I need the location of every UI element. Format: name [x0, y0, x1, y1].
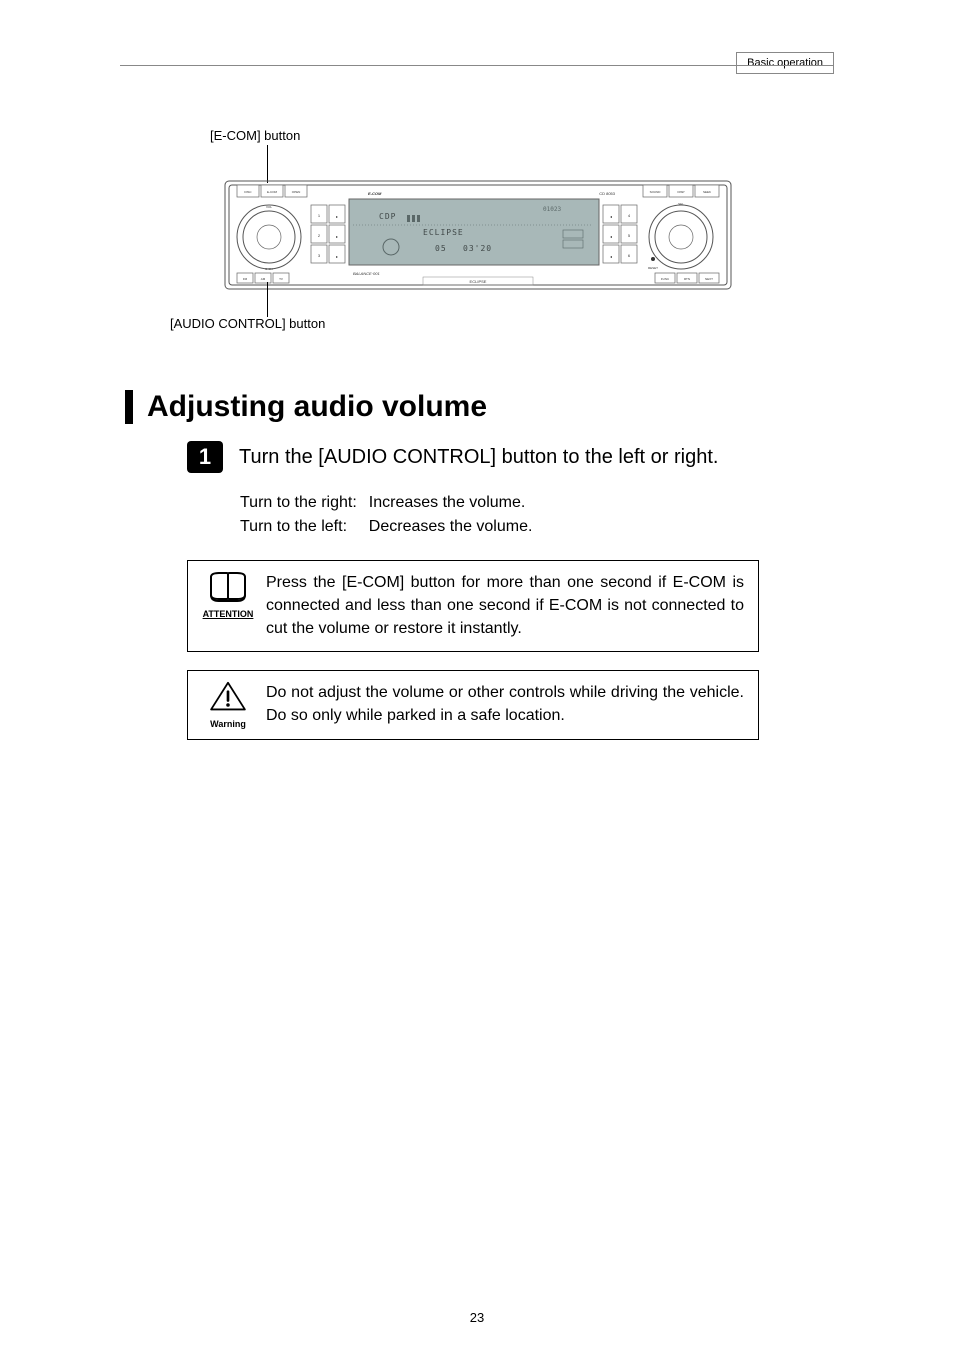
svg-text:SEEK: SEEK — [703, 190, 711, 194]
warning-icon — [207, 681, 249, 713]
callout-audio-line — [267, 282, 268, 317]
callout-audio-label: [AUDIO CONTROL] button — [170, 316, 325, 331]
device-illustration: DISC E-COM OPEN VOL E·SN FM AM TV 1 2 3 … — [223, 175, 733, 295]
btn-open: OPEN — [292, 190, 301, 194]
svg-text:RTN: RTN — [684, 277, 690, 281]
svg-text:01023: 01023 — [543, 206, 561, 213]
svg-text:03'20: 03'20 — [463, 244, 492, 253]
header-section-box: Basic operation — [736, 52, 834, 74]
btn-ecom: E-COM — [267, 190, 278, 194]
header-rule — [120, 65, 834, 66]
svg-text:▸: ▸ — [336, 214, 338, 219]
attention-box: ATTENTION Press the [E-COM] button for m… — [187, 560, 759, 652]
svg-text:BALANCE·001: BALANCE·001 — [353, 271, 380, 276]
turn-right-label: Turn to the right: — [240, 492, 367, 514]
svg-text:FM: FM — [243, 277, 248, 281]
turn-right-desc: Increases the volume. — [369, 492, 543, 514]
step-body: Turn to the right: Increases the volume.… — [238, 490, 544, 541]
section-heading: Adjusting audio volume — [125, 390, 487, 424]
svg-text:NEXT: NEXT — [705, 277, 713, 281]
svg-text:RESET: RESET — [648, 266, 658, 270]
svg-text:05: 05 — [435, 244, 447, 253]
svg-text:AM: AM — [261, 277, 266, 281]
esn-label: E·SN — [265, 267, 272, 271]
warning-text: Do not adjust the volume or other contro… — [258, 681, 744, 729]
turn-left-label: Turn to the left: — [240, 516, 367, 538]
svg-text:ECLIPSE: ECLIPSE — [423, 228, 464, 237]
page-number: 23 — [0, 1310, 954, 1325]
svg-text:SEL: SEL — [678, 202, 684, 206]
section-title: Adjusting audio volume — [147, 390, 487, 424]
svg-text:TV: TV — [279, 277, 283, 281]
svg-text:▸: ▸ — [336, 234, 338, 239]
svg-text:CD 8053: CD 8053 — [599, 191, 616, 196]
step-instruction: Turn the [AUDIO CONTROL] button to the l… — [239, 446, 718, 469]
vol-label: VOL — [266, 205, 272, 209]
warning-label: Warning — [198, 719, 258, 729]
header-section-label: Basic operation — [747, 57, 823, 69]
svg-text:SOUND: SOUND — [650, 190, 662, 194]
svg-text:DISP: DISP — [677, 190, 684, 194]
svg-text:◂: ◂ — [610, 234, 612, 239]
step-1: 1 Turn the [AUDIO CONTROL] button to the… — [187, 441, 718, 473]
turn-left-desc: Decreases the volume. — [369, 516, 543, 538]
section-heading-bar — [125, 390, 133, 424]
svg-text:◂: ◂ — [610, 254, 612, 259]
warning-box: Warning Do not adjust the volume or othe… — [187, 670, 759, 740]
btn-disc: DISC — [244, 190, 252, 194]
svg-text:ECLIPSE: ECLIPSE — [470, 279, 487, 284]
svg-text:E-COM: E-COM — [368, 191, 382, 196]
book-icon — [207, 571, 249, 603]
svg-text:◂: ◂ — [610, 214, 612, 219]
step-number-badge: 1 — [187, 441, 223, 473]
svg-text:CDP: CDP — [379, 212, 396, 221]
svg-text:FUNC: FUNC — [661, 277, 670, 281]
attention-text: Press the [E-COM] button for more than o… — [258, 571, 744, 641]
attention-label: ATTENTION — [198, 609, 258, 619]
callout-ecom-label: [E-COM] button — [210, 128, 300, 143]
svg-text:▸: ▸ — [336, 254, 338, 259]
